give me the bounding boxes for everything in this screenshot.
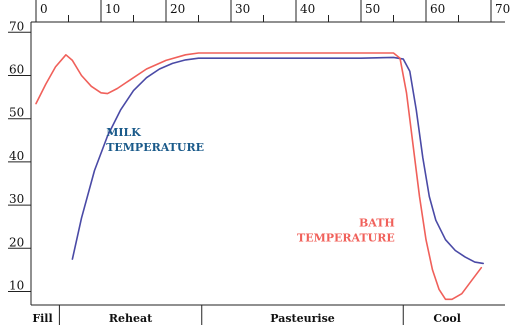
series-annotation-label: TEMPERATURE	[297, 232, 395, 245]
bath-temperature-line	[35, 52, 483, 301]
y-tick-label: 70	[9, 19, 24, 33]
series-annotation-label: BATH	[359, 217, 395, 230]
x-tick-label: 10	[105, 2, 120, 16]
y-axis-ticks: 10 20 30 40 50 60 70	[8, 19, 31, 293]
x-tick-label: 60	[430, 2, 445, 16]
phase-label: Cool	[433, 312, 461, 325]
phase-label: Pasteurise	[270, 312, 335, 325]
y-tick-label: 10	[9, 279, 24, 293]
y-tick-label: 50	[9, 106, 24, 120]
series-annotation-label: MILK	[106, 126, 141, 139]
y-tick-label: 40	[9, 149, 24, 163]
x-tick-label: 0	[40, 2, 48, 16]
x-tick-label: 40	[300, 2, 315, 16]
series-lines	[35, 52, 485, 301]
x-tick-label: 70	[495, 2, 510, 16]
series-annotation-label: TEMPERATURE	[106, 141, 204, 154]
phase-label: Reheat	[109, 312, 153, 325]
x-tick-label: 20	[170, 2, 185, 16]
series-annotations: MILK TEMPERATURE BATH TEMPERATURE	[106, 126, 395, 245]
phase-bar: Fill Reheat Pasteurise Cool	[32, 305, 461, 325]
axes	[30, 21, 505, 306]
milk-temperature-line	[71, 56, 485, 265]
x-tick-label: 50	[365, 2, 380, 16]
y-tick-label: 30	[9, 192, 24, 206]
phase-label: Fill	[32, 312, 52, 325]
x-tick-label: 30	[235, 2, 250, 16]
x-axis-ticks: 0 10 20 30 40 50 60 70	[35, 0, 510, 22]
y-tick-label: 20	[9, 235, 24, 249]
y-tick-label: 60	[9, 63, 24, 77]
